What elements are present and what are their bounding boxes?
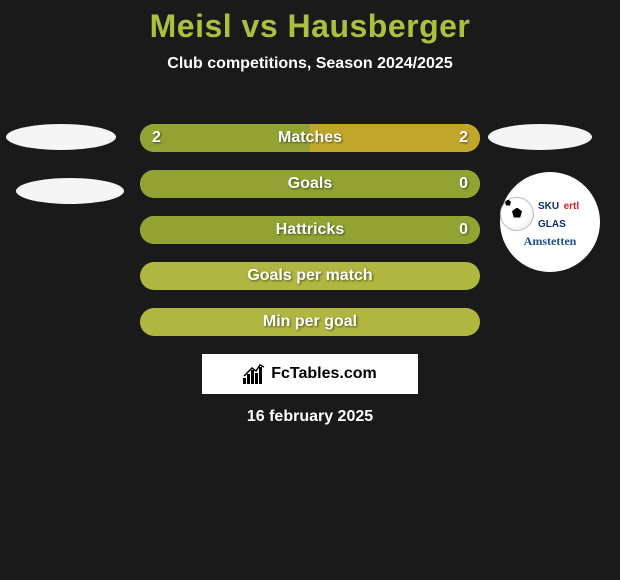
left-team-badge-1	[6, 124, 116, 150]
left-team-badge-2	[16, 178, 124, 204]
badge-amstetten: Amstetten	[524, 234, 577, 249]
badge-ertl: ertl	[564, 201, 580, 212]
badge-glas: GLAS	[538, 219, 566, 230]
stat-row: Hattricks 0	[140, 216, 480, 244]
stat-value-right: 0	[459, 221, 468, 239]
stat-value-right: 2	[459, 129, 468, 147]
stat-label: Matches	[278, 129, 342, 147]
right-team-badge-ball: SKU ertl GLAS Amstetten	[500, 172, 600, 272]
stat-value-right: 0	[459, 175, 468, 193]
page-subtitle: Club competitions, Season 2024/2025	[0, 55, 620, 73]
branding-box: FcTables.com	[202, 354, 418, 394]
stat-value-left: 2	[152, 129, 161, 147]
stat-label: Goals per match	[247, 267, 372, 285]
stat-label: Min per goal	[263, 313, 357, 331]
stat-row: Goals per match	[140, 262, 480, 290]
comparison-date: 16 february 2025	[0, 408, 620, 426]
page-title: Meisl vs Hausberger	[0, 0, 620, 45]
stat-rows: Matches 2 2 Goals 0 Hattricks 0 Goals per match…	[140, 124, 480, 354]
badge-sku: SKU	[538, 201, 559, 212]
comparison-container: { "title": "Meisl vs Hausberger", "title…	[0, 0, 620, 580]
stat-row: Goals 0	[140, 170, 480, 198]
stat-row: Matches 2 2	[140, 124, 480, 152]
fctables-icon	[243, 364, 265, 384]
stat-label: Goals	[288, 175, 332, 193]
badge-text-block: SKU ertl GLAS	[538, 196, 600, 232]
stat-row: Min per goal	[140, 308, 480, 336]
branding-text: FcTables.com	[271, 365, 377, 383]
soccer-ball-icon	[500, 197, 534, 231]
right-team-badge-1	[488, 124, 592, 150]
stat-label: Hattricks	[276, 221, 344, 239]
badge-ball-inner: SKU ertl GLAS	[500, 196, 600, 232]
